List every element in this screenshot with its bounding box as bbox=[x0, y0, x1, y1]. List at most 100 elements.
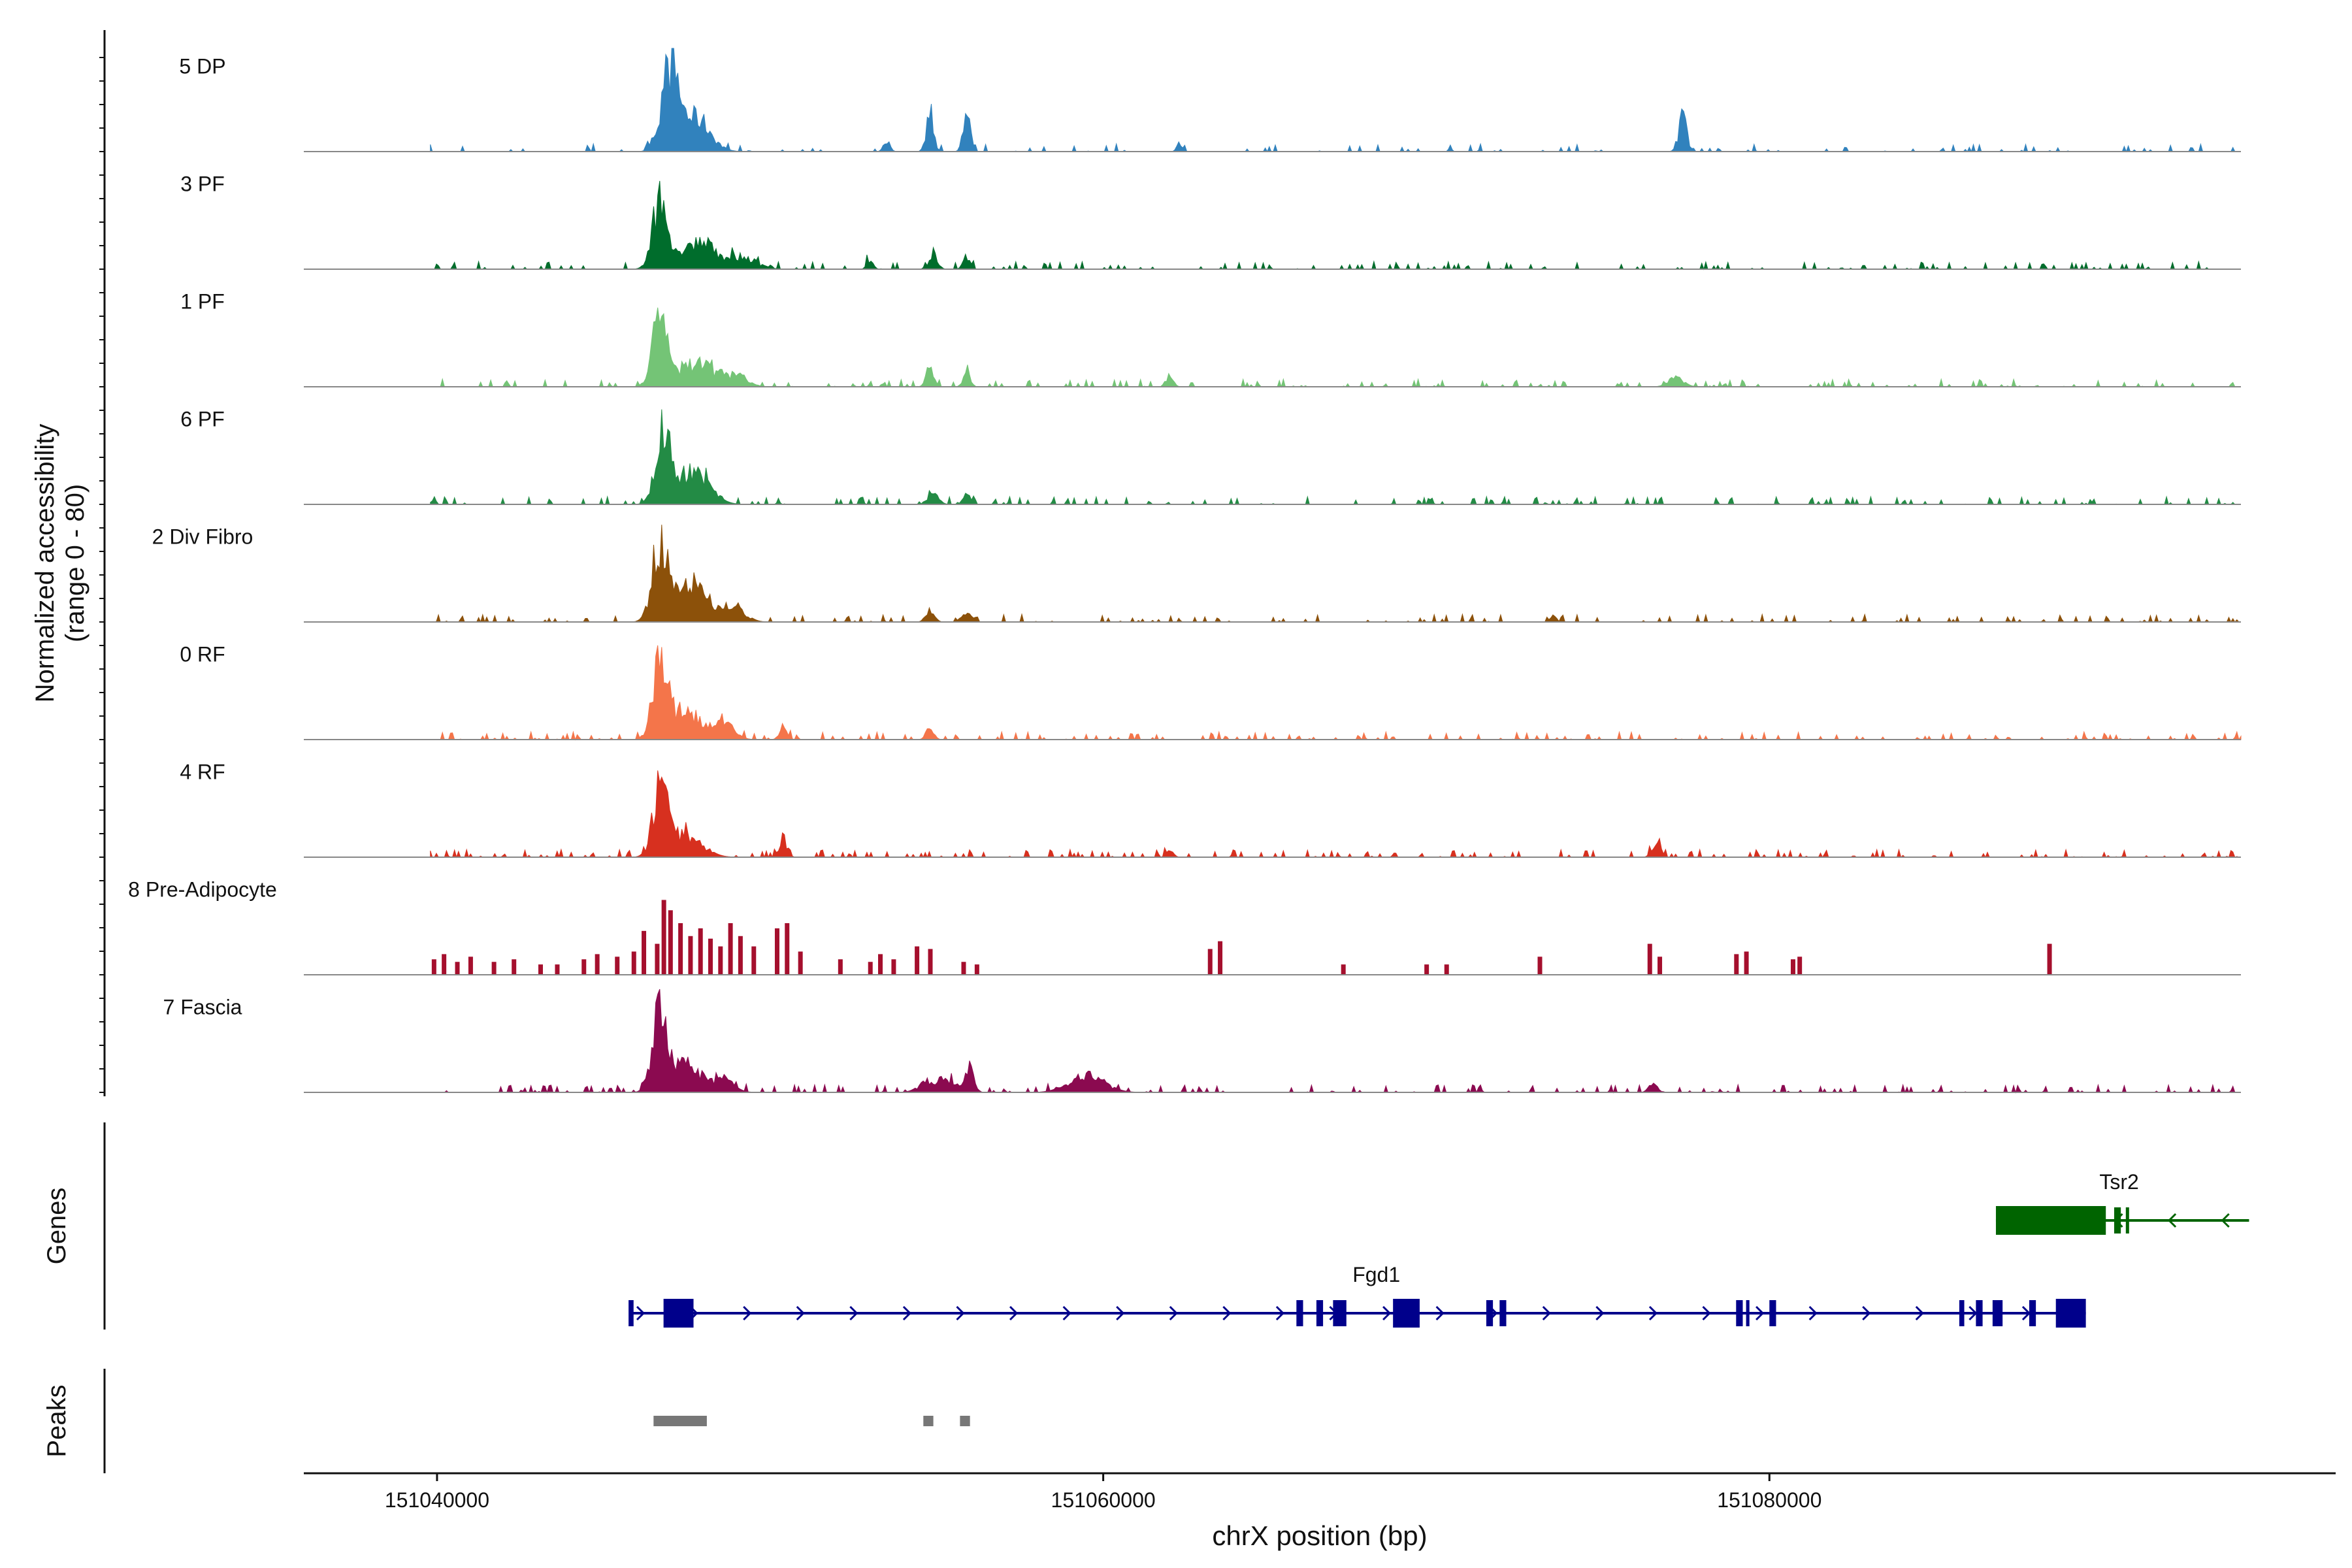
peak-region bbox=[960, 1416, 970, 1426]
strand-arrow bbox=[1435, 1305, 1445, 1321]
track-label: 4 RF bbox=[180, 760, 225, 783]
strand-arrow bbox=[2221, 1213, 2230, 1228]
coverage-bar bbox=[2047, 943, 2052, 975]
genes-panel-label: Genes bbox=[42, 1188, 71, 1265]
x-axis-ticks: 151040000 151060000 151080000 bbox=[385, 1473, 1821, 1512]
strand-arrow bbox=[1275, 1305, 1285, 1321]
exon bbox=[1959, 1300, 1965, 1326]
peak-region bbox=[923, 1416, 934, 1426]
coverage-area bbox=[430, 409, 2241, 506]
strand-arrow bbox=[1382, 1305, 1392, 1321]
track-label: 8 Pre-Adipocyte bbox=[128, 877, 277, 901]
strand-arrow bbox=[1702, 1305, 1711, 1321]
exon bbox=[1486, 1300, 1494, 1326]
coverage-bar bbox=[915, 946, 920, 975]
x-axis-title: chrX position (bp) bbox=[1212, 1520, 1427, 1551]
coverage-bar bbox=[468, 956, 473, 975]
coverage-bar bbox=[1647, 943, 1652, 975]
coverage-bar bbox=[1790, 959, 1795, 975]
coverage-bar bbox=[1658, 956, 1663, 975]
strand-arrow bbox=[956, 1305, 965, 1321]
coverage-y-ticks bbox=[99, 57, 105, 1093]
peak-region bbox=[653, 1416, 707, 1426]
coverage-bar bbox=[581, 959, 587, 975]
exon bbox=[1333, 1300, 1347, 1326]
track-label: 3 PF bbox=[180, 172, 225, 195]
track-label: 2 Div Fibro bbox=[152, 525, 253, 548]
track-label: 7 Fascia bbox=[163, 995, 242, 1019]
coverage-bar bbox=[878, 954, 883, 975]
coverage-bar bbox=[442, 954, 447, 975]
coverage-bar bbox=[431, 959, 436, 975]
track-8-pre-adipocyte: 8 Pre-Adipocyte bbox=[128, 877, 2241, 975]
strand-arrow bbox=[796, 1305, 805, 1321]
track-7-fascia: 7 Fascia bbox=[163, 988, 2241, 1094]
coverage-tracks: 5 DP 3 PF 1 PF 6 PF 2 Div Fibro 0 RF 4 RF 8 Pre… bbox=[128, 48, 2242, 1094]
strand-arrow bbox=[1009, 1305, 1019, 1321]
coverage-bar bbox=[1444, 964, 1449, 975]
strand-arrow bbox=[849, 1305, 858, 1321]
exon bbox=[1499, 1300, 1507, 1326]
coverage-bar bbox=[961, 962, 966, 975]
coverage-bar bbox=[891, 959, 896, 975]
exon bbox=[2125, 1207, 2129, 1233]
track-4-rf: 4 RF bbox=[180, 760, 2241, 858]
coverage-bar bbox=[491, 962, 497, 975]
exon bbox=[1995, 1206, 2106, 1235]
coverage-bar bbox=[728, 923, 733, 975]
strand-arrow bbox=[1756, 1305, 1765, 1321]
coverage-bar bbox=[698, 928, 703, 975]
exon bbox=[2114, 1207, 2121, 1233]
track-0-rf: 0 RF bbox=[180, 642, 2242, 741]
exon bbox=[2029, 1300, 2036, 1326]
track-6-pf: 6 PF bbox=[180, 407, 2241, 506]
exon bbox=[2055, 1299, 2086, 1328]
gene-tsr2: Tsr2 bbox=[1995, 1170, 2249, 1235]
x-tick-label: 151040000 bbox=[385, 1488, 489, 1512]
strand-arrow bbox=[1116, 1305, 1125, 1321]
coverage-bar bbox=[512, 959, 517, 975]
exon bbox=[1976, 1300, 1983, 1326]
coverage-bar bbox=[661, 900, 666, 975]
coverage-bar bbox=[798, 951, 803, 975]
gene-label: Fgd1 bbox=[1352, 1263, 1400, 1286]
coverage-bar bbox=[774, 928, 779, 975]
exon bbox=[663, 1299, 694, 1328]
coverage-bar bbox=[785, 923, 790, 975]
coverage-bar bbox=[655, 943, 660, 975]
track-label: 5 DP bbox=[179, 54, 225, 78]
strand-arrow bbox=[1915, 1305, 1924, 1321]
exon bbox=[1296, 1300, 1303, 1326]
coverage-bar bbox=[868, 962, 873, 975]
track-3-pf: 3 PF bbox=[180, 172, 2241, 270]
exon bbox=[1736, 1300, 1743, 1326]
peaks-panel bbox=[653, 1416, 970, 1426]
coverage-bar bbox=[751, 946, 757, 975]
coverage-area bbox=[430, 180, 2241, 270]
exon bbox=[1746, 1300, 1750, 1326]
coverage-bar bbox=[838, 959, 843, 975]
x-tick-label: 151080000 bbox=[1717, 1488, 1821, 1512]
coverage-bar bbox=[928, 949, 933, 975]
coverage-bar bbox=[615, 956, 620, 975]
gene-fgd1: Fgd1 bbox=[629, 1263, 2086, 1328]
coverage-bar bbox=[738, 936, 743, 975]
coverage-area bbox=[430, 988, 2241, 1094]
coverage-bar bbox=[1537, 956, 1543, 975]
coverage-bar bbox=[1341, 964, 1346, 975]
coverage-bar bbox=[1744, 951, 1749, 975]
coverage-bar bbox=[631, 951, 636, 975]
coverage-area bbox=[430, 48, 2241, 153]
coverage-area bbox=[430, 645, 2242, 741]
strand-arrow bbox=[902, 1305, 912, 1321]
strand-arrow bbox=[1169, 1305, 1178, 1321]
coverage-bar bbox=[974, 964, 979, 975]
coverage-bar bbox=[688, 936, 693, 975]
coverage-bar bbox=[1734, 954, 1739, 975]
coverage-bar bbox=[1424, 964, 1429, 975]
strand-arrow bbox=[1595, 1305, 1605, 1321]
peaks-panel-label: Peaks bbox=[42, 1384, 71, 1457]
track-1-pf: 1 PF bbox=[180, 289, 2241, 388]
coverage-area bbox=[430, 307, 2241, 388]
